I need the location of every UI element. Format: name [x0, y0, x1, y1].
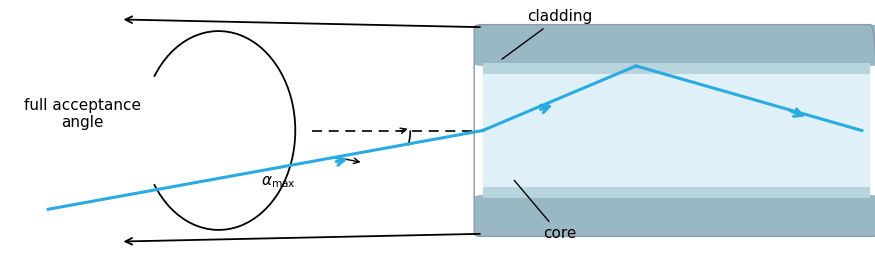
Text: full acceptance
angle: full acceptance angle — [24, 98, 141, 130]
FancyBboxPatch shape — [474, 25, 875, 66]
FancyBboxPatch shape — [483, 187, 871, 198]
Text: core: core — [514, 180, 576, 241]
FancyBboxPatch shape — [483, 63, 871, 74]
FancyBboxPatch shape — [474, 195, 875, 236]
FancyBboxPatch shape — [483, 74, 871, 187]
Text: cladding: cladding — [502, 9, 592, 59]
Text: $\alpha_{\mathrm{max}}$: $\alpha_{\mathrm{max}}$ — [262, 174, 296, 190]
